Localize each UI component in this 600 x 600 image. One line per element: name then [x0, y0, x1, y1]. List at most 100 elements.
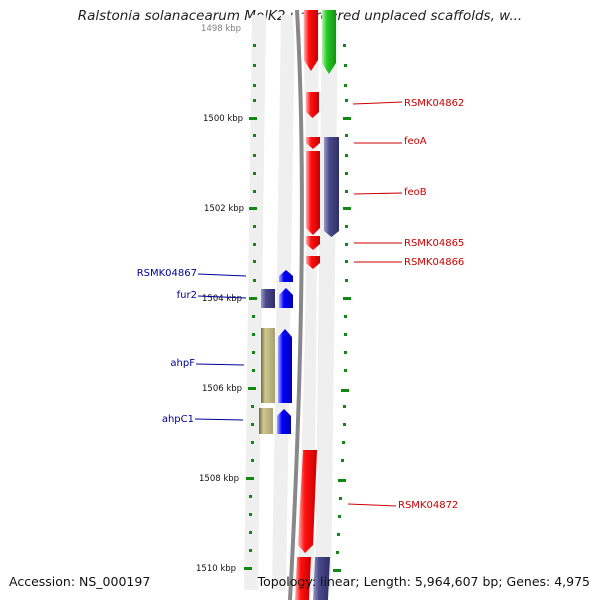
minor-tick — [251, 441, 254, 444]
minor-tick — [249, 513, 252, 516]
reverse-strand-features — [259, 270, 293, 434]
minor-tick — [251, 405, 254, 408]
gene-feature-red[interactable] — [304, 10, 318, 71]
gene-fur2-slate[interactable] — [261, 289, 275, 308]
gene-label-feoa[interactable]: feoA — [404, 136, 427, 147]
scale-ticks-left — [244, 44, 257, 570]
forward-strand-features — [295, 10, 339, 600]
genome-backbone-line — [288, 9, 304, 600]
gene-feob-slate[interactable] — [324, 137, 339, 237]
minor-tick — [249, 495, 252, 498]
minor-tick — [345, 225, 348, 228]
gene-fur2[interactable] — [279, 288, 293, 308]
minor-tick — [344, 351, 347, 354]
minor-tick — [253, 172, 256, 175]
gene-feature-slate-bottom[interactable] — [313, 557, 330, 600]
connector-rsmk04872 — [347, 503, 397, 507]
minor-tick — [253, 84, 256, 87]
minor-tick — [253, 134, 256, 137]
gene-label-ahpc1[interactable]: ahpC1 — [162, 414, 194, 425]
connector-fur2 — [197, 295, 247, 299]
connector-ahpc1 — [194, 418, 244, 421]
scale-label-1498: 1498 kbp — [201, 24, 241, 34]
major-tick — [343, 207, 351, 210]
gene-feature-red-bottom[interactable] — [295, 557, 311, 600]
gene-rsmk04867[interactable] — [279, 270, 293, 282]
minor-tick — [253, 225, 256, 228]
gene-rsmk04872[interactable] — [298, 450, 317, 553]
gene-feature-green[interactable] — [322, 10, 336, 74]
accession-label: Accession: NS_000197 — [9, 574, 151, 589]
minor-tick — [251, 459, 254, 462]
major-tick — [249, 117, 257, 120]
minor-tick — [253, 190, 256, 193]
connector-feob — [353, 192, 403, 195]
minor-tick — [344, 369, 347, 372]
gene-label-rsmk04867[interactable]: RSMK04867 — [137, 268, 197, 279]
gene-ahpf[interactable] — [278, 329, 292, 403]
major-tick — [338, 479, 346, 482]
connector-rsmk04862 — [352, 101, 403, 105]
minor-tick — [344, 315, 347, 318]
gene-ahpc1[interactable] — [277, 409, 291, 434]
minor-tick — [253, 260, 256, 263]
major-tick — [343, 117, 351, 120]
minor-tick — [252, 315, 255, 318]
scale-label-1510: 1510 kbp — [196, 564, 236, 574]
major-tick — [249, 207, 257, 210]
gene-label-ahpf[interactable]: ahpF — [170, 358, 195, 369]
minor-tick — [337, 533, 340, 536]
minor-tick — [345, 154, 348, 157]
minor-tick — [252, 333, 255, 336]
minor-tick — [252, 369, 255, 372]
connector-ahpf — [195, 363, 245, 366]
major-tick — [246, 477, 254, 480]
gene-label-feob[interactable]: feoB — [404, 187, 427, 198]
connector-rsmk04867 — [197, 273, 247, 277]
minor-tick — [345, 134, 348, 137]
minor-tick — [336, 551, 339, 554]
gene-feob-red[interactable] — [306, 151, 320, 235]
minor-tick — [253, 243, 256, 246]
scale-ticks-right — [333, 44, 351, 572]
gene-label-rsmk04866[interactable]: RSMK04866 — [404, 257, 464, 268]
gene-ahpf-khaki[interactable] — [261, 328, 275, 403]
major-tick — [248, 387, 256, 390]
minor-tick — [345, 279, 348, 282]
gene-label-rsmk04865[interactable]: RSMK04865 — [404, 238, 464, 249]
major-tick — [249, 297, 257, 300]
gene-rsmk04865[interactable] — [306, 236, 320, 250]
left-label-connectors — [194, 273, 247, 421]
gene-label-rsmk04872[interactable]: RSMK04872 — [398, 500, 458, 511]
minor-tick — [249, 531, 252, 534]
gene-ahpc1-khaki[interactable] — [259, 408, 273, 434]
minor-tick — [343, 423, 346, 426]
scale-label-1502: 1502 kbp — [204, 204, 244, 214]
gene-label-rsmk04862[interactable]: RSMK04862 — [404, 98, 464, 109]
minor-tick — [252, 351, 255, 354]
gene-rsmk04862[interactable] — [306, 92, 319, 118]
minor-tick — [342, 441, 345, 444]
major-tick — [341, 389, 349, 392]
minor-tick — [345, 172, 348, 175]
scale-label-1508: 1508 kbp — [199, 474, 239, 484]
lane-right-outer — [315, 14, 338, 591]
genome-stats-label: Topology: linear; Length: 5,964,607 bp; … — [257, 574, 590, 589]
minor-tick — [345, 99, 348, 102]
minor-tick — [344, 64, 347, 67]
gene-label-fur2[interactable]: fur2 — [177, 290, 197, 301]
minor-tick — [253, 154, 256, 157]
minor-tick — [251, 423, 254, 426]
gene-feoa[interactable] — [306, 137, 320, 149]
minor-tick — [253, 44, 256, 47]
minor-tick — [338, 515, 341, 518]
gene-rsmk04866[interactable] — [306, 256, 320, 269]
minor-tick — [253, 99, 256, 102]
lane-left-outer — [244, 14, 266, 591]
right-label-connectors — [347, 101, 403, 507]
scale-label-1500: 1500 kbp — [203, 114, 243, 124]
major-tick — [343, 297, 351, 300]
minor-tick — [345, 260, 348, 263]
